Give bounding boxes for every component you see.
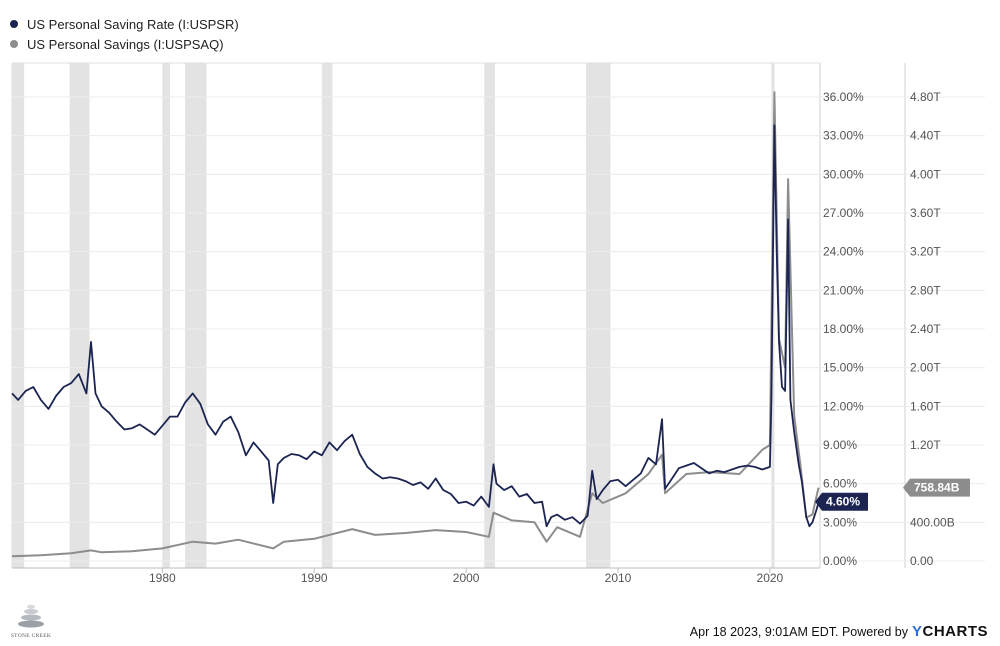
last-value-badges: 4.60% 758.84B	[815, 478, 970, 511]
x-tick-label-1980: 1980	[149, 571, 176, 585]
right-tick-label-5: 2.00T	[910, 361, 941, 375]
right-tick-label-0: 0.00	[910, 554, 934, 568]
left-tick-label-8: 24.00%	[823, 245, 864, 259]
saving-rate-badge	[815, 492, 868, 511]
stone-stack-icon	[18, 604, 44, 628]
x-tick-label-2020: 2020	[757, 571, 784, 585]
left-y-axis: 0.00% 3.00% 6.00% 9.00% 12.00% 15.00% 18.00% 21…	[823, 90, 864, 568]
legend-label-saving-rate: US Personal Saving Rate (I:USPSR)	[27, 16, 239, 32]
footer-timestamp: Apr 18 2023, 9:01AM EDT. Powered by	[689, 625, 908, 639]
recession-band-0	[12, 63, 25, 568]
recession-band-1	[69, 63, 90, 568]
right-tick-label-9: 3.60T	[910, 206, 941, 220]
right-tick-label-4: 1.60T	[910, 399, 941, 413]
saving-rate-line	[11, 124, 820, 528]
recession-band-4	[321, 63, 333, 568]
legend-label-savings: US Personal Savings (I:USPSAQ)	[27, 36, 224, 52]
left-tick-label-9: 27.00%	[823, 206, 864, 220]
saving-rate-badge-label: 4.60%	[826, 495, 860, 509]
left-tick-label-3: 9.00%	[823, 438, 857, 452]
legend-item-saving-rate[interactable]: US Personal Saving Rate (I:USPSR)	[10, 14, 239, 34]
left-tick-label-6: 18.00%	[823, 322, 864, 336]
legend-item-savings[interactable]: US Personal Savings (I:USPSAQ)	[10, 34, 239, 54]
left-tick-label-12: 36.00%	[823, 90, 864, 104]
left-tick-label-10: 30.00%	[823, 167, 864, 181]
x-tick-label-2010: 2010	[605, 571, 632, 585]
stone-creek-logo: STONE CREEK	[8, 604, 54, 642]
recession-bands	[12, 63, 775, 568]
series-lines	[11, 91, 820, 558]
x-tick-label-1990: 1990	[301, 571, 328, 585]
left-tick-label-0: 0.00%	[823, 554, 857, 568]
ycharts-brand[interactable]: YCHARTS	[912, 623, 988, 640]
footer: Apr 18 2023, 9:01AM EDT. Powered by YCHA…	[690, 623, 988, 640]
recession-band-2	[162, 63, 170, 568]
right-tick-label-6: 2.40T	[910, 322, 941, 336]
legend-marker-saving-rate	[10, 20, 18, 28]
right-tick-label-8: 3.20T	[910, 245, 941, 259]
right-tick-label-12: 4.80T	[910, 90, 941, 104]
left-tick-label-2: 6.00%	[823, 477, 857, 491]
legend-marker-savings	[10, 40, 18, 48]
x-axis: 1980 1990 2000 2010 2020	[149, 568, 784, 585]
left-tick-label-5: 15.00%	[823, 361, 864, 375]
right-tick-label-10: 4.00T	[910, 167, 941, 181]
ycharts-brand-rest: CHARTS	[922, 623, 988, 640]
recession-band-3	[185, 63, 207, 568]
savings-line	[11, 91, 820, 558]
left-tick-label-7: 21.00%	[823, 283, 864, 297]
right-tick-label-7: 2.80T	[910, 283, 941, 297]
savings-badge	[903, 478, 970, 497]
ycharts-brand-y: Y	[911, 623, 923, 640]
gridlines	[11, 62, 985, 569]
right-tick-label-3: 1.20T	[910, 438, 941, 452]
right-tick-label-1: 400.00B	[910, 515, 955, 529]
right-tick-label-11: 4.40T	[910, 129, 941, 143]
logo-text: STONE CREEK	[10, 633, 52, 639]
legend: US Personal Saving Rate (I:USPSR) US Per…	[10, 14, 239, 54]
left-tick-label-11: 33.00%	[823, 129, 864, 143]
left-tick-label-4: 12.00%	[823, 399, 864, 413]
recession-band-5	[484, 63, 495, 568]
savings-badge-label: 758.84B	[914, 481, 960, 495]
left-tick-label-1: 3.00%	[823, 515, 857, 529]
x-tick-label-2000: 2000	[453, 571, 480, 585]
